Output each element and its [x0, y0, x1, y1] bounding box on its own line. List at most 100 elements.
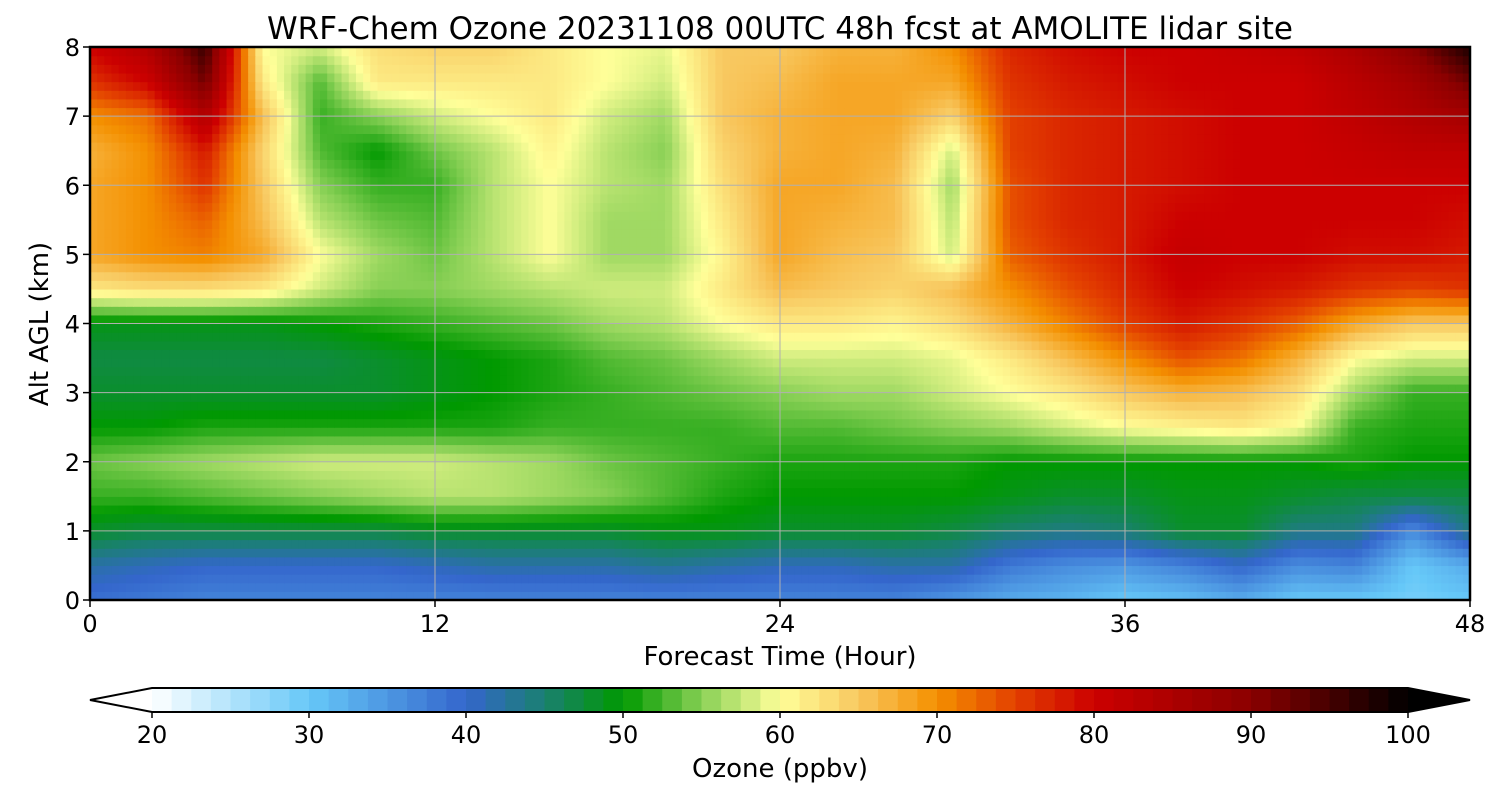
heatmap-cell: [1110, 383, 1119, 394]
heatmap-cell: [413, 522, 422, 532]
heatmap-cell: [1290, 574, 1299, 584]
heatmap-cell: [219, 392, 228, 402]
heatmap-cell: [930, 409, 939, 420]
heatmap-cell: [1326, 409, 1335, 420]
heatmap-cell: [1010, 530, 1018, 541]
heatmap-cell: [90, 582, 98, 592]
heatmap-cell: [1038, 530, 1047, 541]
heatmap-cell: [499, 401, 508, 411]
heatmap-cell: [1146, 522, 1155, 532]
heatmap-cell: [995, 444, 1004, 454]
heatmap-cell: [312, 496, 321, 506]
heatmap-cell: [1462, 375, 1471, 385]
heatmap-cell: [571, 461, 580, 471]
heatmap-cell: [1218, 539, 1227, 549]
heatmap-cell: [391, 522, 400, 532]
heatmap-cell: [1283, 565, 1291, 575]
heatmap-cell: [284, 461, 292, 471]
heatmap-cell: [1283, 401, 1291, 411]
heatmap-cell: [923, 504, 932, 515]
heatmap-cell: [607, 591, 616, 601]
heatmap-cell: [672, 565, 680, 575]
heatmap-cell: [1196, 392, 1205, 402]
heatmap-cell: [1405, 513, 1414, 523]
heatmap-cell: [262, 556, 271, 567]
heatmap-cell: [1261, 383, 1270, 394]
heatmap-cell: [90, 366, 98, 376]
heatmap-cell: [269, 513, 278, 523]
heatmap-cell: [1211, 409, 1220, 420]
heatmap-cell: [1412, 418, 1421, 428]
heatmap-cell: [1067, 496, 1076, 506]
heatmap-cell: [1340, 539, 1349, 549]
heatmap-cell: [751, 582, 760, 592]
heatmap-cell: [1405, 582, 1414, 592]
heatmap-cell: [708, 418, 716, 428]
heatmap-cell: [686, 383, 695, 394]
heatmap-cell: [384, 383, 393, 394]
heatmap-cell: [456, 496, 465, 506]
heatmap-cell: [938, 479, 946, 489]
heatmap-cell: [780, 539, 788, 549]
heatmap-cell: [636, 444, 645, 454]
heatmap-cell: [1010, 522, 1018, 532]
heatmap-cell: [629, 444, 637, 454]
heatmap-cell: [470, 504, 479, 515]
heatmap-cell: [1261, 444, 1270, 454]
heatmap-cell: [571, 496, 580, 506]
heatmap-cell: [823, 435, 831, 446]
heatmap-cell: [269, 574, 278, 584]
heatmap-cell: [1405, 522, 1414, 532]
heatmap-cell: [449, 539, 458, 549]
heatmap-cell: [564, 375, 573, 385]
heatmap-cell: [700, 582, 709, 592]
heatmap-cell: [1010, 487, 1018, 497]
heatmap-cell: [1426, 548, 1435, 558]
heatmap-cell: [1412, 461, 1421, 471]
heatmap-cell: [1204, 530, 1212, 541]
heatmap-cell: [823, 539, 831, 549]
heatmap-cell: [1448, 392, 1457, 402]
heatmap-cell: [866, 383, 875, 394]
heatmap-cell: [1038, 392, 1047, 402]
heatmap-cell: [585, 461, 594, 471]
heatmap-cell: [593, 487, 601, 497]
heatmap-cell: [406, 565, 415, 575]
heatmap-cell: [1132, 556, 1140, 567]
heatmap-cell: [1340, 427, 1349, 437]
heatmap-cell: [686, 453, 695, 463]
heatmap-cell: [643, 453, 652, 463]
heatmap-cell: [909, 496, 918, 506]
heatmap-cell: [686, 487, 695, 497]
heatmap-cell: [1311, 574, 1320, 584]
heatmap-cell: [399, 418, 407, 428]
heatmap-cell: [262, 496, 271, 506]
heatmap-cell: [542, 556, 551, 567]
heatmap-cell: [600, 435, 609, 446]
heatmap-cell: [1045, 539, 1054, 549]
heatmap-cell: [1390, 504, 1399, 515]
heatmap-cell: [974, 435, 982, 446]
heatmap-cell: [140, 401, 149, 411]
heatmap-cell: [1283, 392, 1291, 402]
heatmap-cell: [1311, 539, 1320, 549]
heatmap-cell: [815, 539, 824, 549]
heatmap-cell: [887, 409, 896, 420]
heatmap-cell: [966, 582, 975, 592]
heatmap-cell: [780, 409, 788, 420]
heatmap-cell: [672, 409, 680, 420]
heatmap-cell: [1045, 582, 1054, 592]
heatmap-cell: [219, 444, 228, 454]
heatmap-cell: [140, 392, 149, 402]
heatmap-cell: [1160, 574, 1169, 584]
heatmap-cell: [1290, 530, 1299, 541]
heatmap-cell: [492, 435, 501, 446]
heatmap-cell: [1362, 548, 1370, 558]
heatmap-cell: [248, 409, 256, 420]
heatmap-cell: [665, 582, 673, 592]
heatmap-cell: [1002, 487, 1011, 497]
heatmap-cell: [736, 427, 745, 437]
heatmap-cell: [679, 470, 688, 480]
heatmap-cell: [837, 444, 846, 454]
heatmap-cell: [1390, 435, 1399, 446]
